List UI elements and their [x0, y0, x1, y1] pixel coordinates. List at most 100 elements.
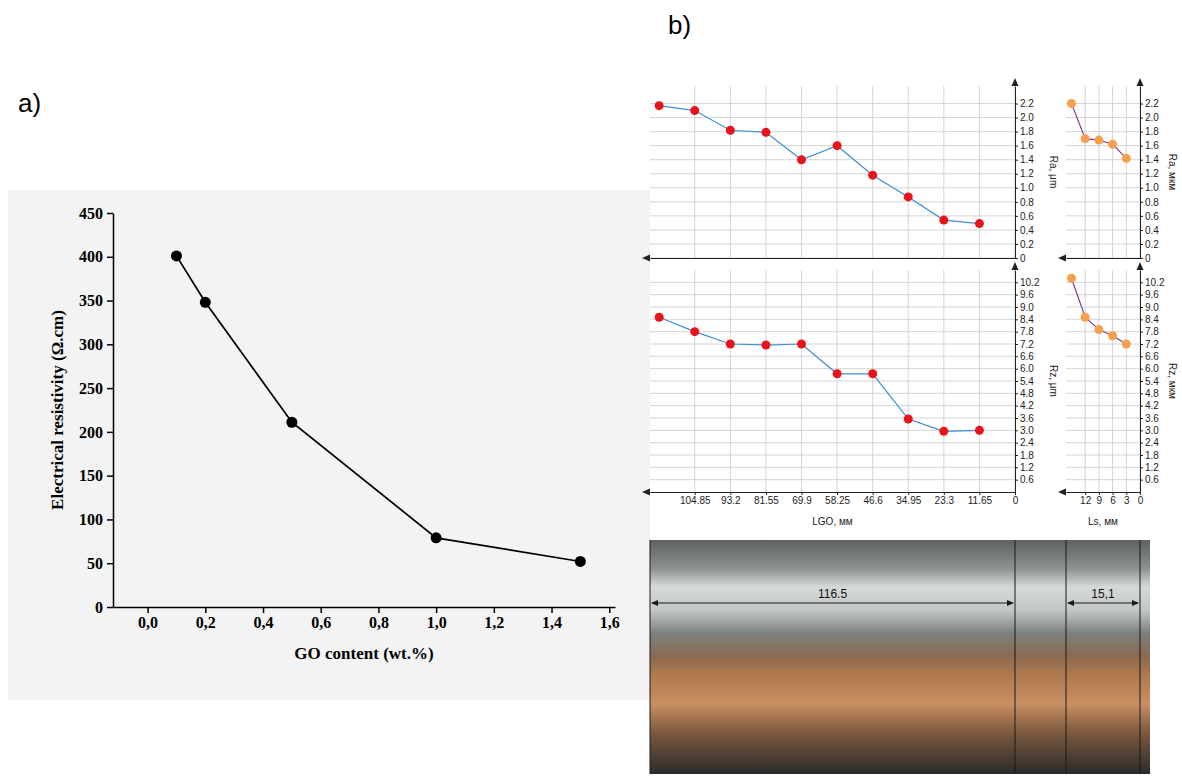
data-point [1081, 134, 1090, 143]
y-axis-tick-label: 3.0 [1020, 425, 1034, 436]
y-axis-tick-label: 5.4 [1020, 376, 1034, 387]
y-axis-tick: 1.2 [1140, 168, 1159, 179]
y-axis-tick-label: 2.2 [1020, 98, 1034, 109]
grid-line-x [801, 86, 802, 258]
y-axis-tick: 0.6 [1140, 211, 1159, 222]
y-axis-tick-mark [1015, 393, 1018, 394]
y-axis-tick: 0.6 [1140, 474, 1159, 485]
y-axis-tick-mark [1140, 132, 1143, 133]
x-axis-tick: 3 [1124, 492, 1130, 506]
grid-line-y [650, 243, 1015, 244]
grid-line-y [650, 229, 1015, 230]
y-axis-line [1015, 87, 1016, 259]
y-axis-tick-mark [1015, 467, 1018, 468]
y-axis-tick-label: 1.2 [1020, 168, 1034, 179]
y-axis-tick: 6.0 [1015, 363, 1034, 374]
axis-arrow [1012, 262, 1019, 270]
y-axis: 0.61.21.82.43.03.64.24.85.46.06.67.27.88… [1140, 271, 1165, 493]
y-axis-tick-label: 0.4 [1145, 225, 1159, 236]
y-axis-tick-mark [1140, 202, 1143, 203]
x-axis-tick: 0 [1138, 492, 1144, 506]
y-axis: 00.20.40.60.81.01.21.41.61.82.02.2 [1015, 87, 1034, 264]
grid [650, 270, 1015, 492]
y-axis-tick: 7.8 [1015, 326, 1034, 337]
x-axis-tick-label: 11.65 [968, 495, 993, 506]
y-axis-tick: 5.4 [1015, 376, 1034, 387]
y-axis-tick: 1.4 [1015, 154, 1034, 165]
y-axis-tick: 3.6 [1015, 413, 1034, 424]
y-axis-tick: 0.6 [1015, 211, 1034, 222]
y-axis-tick-label: 0.6 [1020, 211, 1034, 222]
y-axis-tick-mark [1015, 244, 1018, 245]
y-axis-tick-label: 7.8 [1020, 326, 1034, 337]
x-axis-tick-mark [436, 607, 438, 613]
y-axis-tick: 4.2 [1140, 400, 1159, 411]
y-axis-tick-mark [1140, 480, 1143, 481]
data-point [1122, 154, 1131, 163]
axis-arrow [1058, 255, 1066, 262]
x-axis-line [1067, 492, 1141, 493]
y-axis-tick: 6.0 [1140, 363, 1159, 374]
y-axis-tick-mark [1140, 332, 1143, 333]
x-axis-tick-label: 93.2 [721, 495, 741, 506]
data-line [1071, 278, 1126, 344]
x-axis-tick-mark [147, 607, 149, 613]
data-point [575, 556, 586, 567]
y-axis-tick: 400 [79, 248, 113, 265]
y-axis-tick-label: 1.0 [1145, 182, 1159, 193]
data-point [1094, 136, 1103, 145]
y-axis-tick: 2.0 [1015, 112, 1034, 123]
grid-line-y [650, 442, 1015, 443]
data-point [797, 155, 806, 164]
y-axis-tick-label: 150 [79, 467, 103, 484]
y-axis-tick-mark [1015, 146, 1018, 147]
x-axis: 104.8593.281.5569.958.2546.634.9523.311.… [651, 492, 1019, 506]
x-axis-tick-label: 104.85 [680, 495, 711, 506]
y-axis-tick-mark [1015, 369, 1018, 370]
y-axis-tick: 100 [79, 511, 113, 528]
grid-line-y [1066, 258, 1140, 259]
x-axis-tick: 1,0 [427, 607, 447, 631]
y-axis-tick-mark [107, 344, 113, 346]
y-axis-tick-label: 9.6 [1020, 289, 1034, 300]
grid-line-y [1066, 243, 1140, 244]
x-axis-tick: 58.25 [825, 492, 850, 506]
grid-line-y [1066, 201, 1140, 202]
x-axis-tick: 46.6 [863, 492, 883, 506]
y-axis-tick-mark [1015, 230, 1018, 231]
y-axis-tick: 200 [79, 424, 113, 441]
y-axis-tick-label: 1.8 [1020, 450, 1034, 461]
grid-line-y [650, 159, 1015, 160]
y-axis-tick-label: 2.0 [1020, 112, 1034, 123]
data-point [868, 171, 877, 180]
y-axis-tick: 1.8 [1015, 450, 1034, 461]
y-axis-tick: 150 [79, 467, 113, 484]
y-axis-tick-label: 6.0 [1145, 363, 1159, 374]
dimension-arrow [1007, 600, 1014, 606]
y-axis: 050100150200250300350400450 [79, 205, 114, 616]
y-axis-tick-mark [1140, 258, 1143, 259]
grid-line-y [1066, 430, 1140, 431]
y-axis-tick: 0.6 [1015, 474, 1034, 485]
grid-line-y [650, 405, 1015, 406]
y-axis-tick-label: 4.2 [1020, 400, 1034, 411]
figure-svg: 0,00,20,40,60,81,01,21,41,60501001502002… [0, 0, 1182, 778]
grid-line-y [1066, 307, 1140, 308]
y-axis-tick: 2.0 [1140, 112, 1159, 123]
y-axis-tick-label: 350 [79, 292, 103, 309]
y-axis-tick: 4.8 [1015, 388, 1034, 399]
y-axis-tick-mark [107, 257, 113, 259]
x-axis-tick-label: 0 [1013, 495, 1019, 506]
grid-line-y [650, 307, 1015, 308]
y-axis-tick-label: 5.4 [1145, 376, 1159, 387]
grid [1066, 270, 1140, 492]
grid-line-y [1066, 356, 1140, 357]
x-axis-tick-label: 0,0 [138, 614, 158, 631]
y-axis-title: Ra, μm [1048, 156, 1059, 188]
y-axis-tick-mark [1140, 118, 1143, 119]
y-axis-tick-mark [1015, 104, 1018, 105]
grid-line-y [1066, 131, 1140, 132]
x-axis-title: Ls, мм [1088, 516, 1118, 527]
dimension-arrow [651, 600, 658, 606]
y-axis-tick: 7.2 [1015, 339, 1034, 350]
